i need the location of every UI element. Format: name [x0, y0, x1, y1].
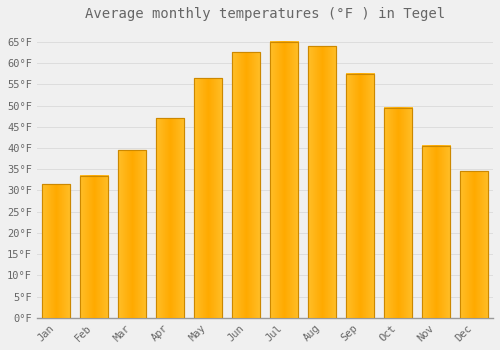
Bar	[270, 42, 298, 318]
Bar	[42, 184, 70, 318]
Title: Average monthly temperatures (°F ) in Tegel: Average monthly temperatures (°F ) in Te…	[85, 7, 445, 21]
Bar	[118, 150, 146, 318]
Bar	[80, 176, 108, 318]
Bar	[232, 52, 260, 318]
Bar	[156, 118, 184, 318]
Bar	[460, 172, 488, 318]
Bar	[346, 74, 374, 318]
Bar	[384, 108, 412, 318]
Bar	[422, 146, 450, 318]
Bar	[308, 46, 336, 318]
Bar	[194, 78, 222, 318]
